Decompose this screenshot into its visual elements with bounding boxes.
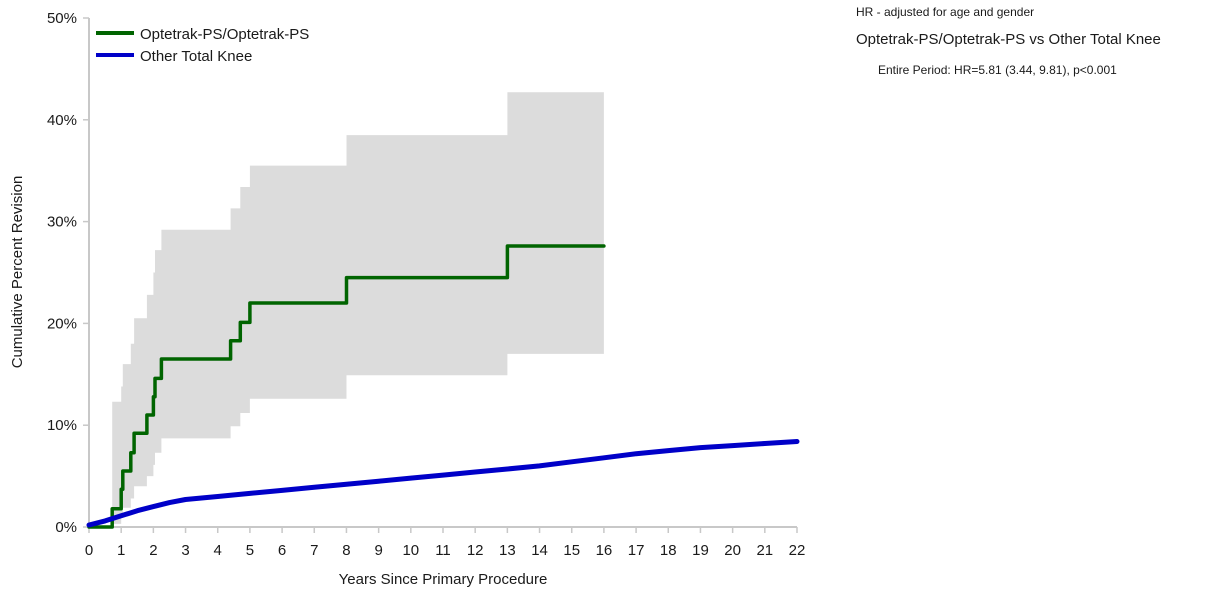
x-tick-label: 19	[692, 542, 709, 559]
x-tick-label: 8	[342, 542, 350, 559]
y-tick-label: 50%	[47, 10, 77, 27]
x-tick-label: 2	[149, 542, 157, 559]
x-tick-label: 22	[789, 542, 806, 559]
legend-label-optetrak: Optetrak-PS/Optetrak-PS	[140, 26, 309, 43]
x-tick-label: 10	[402, 542, 419, 559]
x-tick-label: 13	[499, 542, 516, 559]
y-tick-label: 30%	[47, 214, 77, 231]
x-tick-label: 7	[310, 542, 318, 559]
x-tick-label: 1	[117, 542, 125, 559]
x-tick-label: 4	[214, 542, 222, 559]
comparison-title: Optetrak-PS/Optetrak-PS vs Other Total K…	[856, 31, 1161, 48]
y-tick-label: 40%	[47, 112, 77, 129]
x-tick-label: 21	[756, 542, 773, 559]
y-axis-title: Cumulative Percent Revision	[9, 176, 26, 369]
x-tick-label: 9	[374, 542, 382, 559]
x-tick-label: 11	[435, 542, 451, 559]
x-tick-label: 20	[724, 542, 741, 559]
y-tick-label: 20%	[47, 315, 77, 332]
x-tick-label: 16	[596, 542, 613, 559]
x-tick-label: 0	[85, 542, 93, 559]
confidence-band-layer	[89, 92, 604, 528]
x-tick-label: 3	[181, 542, 189, 559]
x-axis-title: Years Since Primary Procedure	[339, 571, 548, 588]
x-tick-label: 5	[246, 542, 254, 559]
x-tick-label: 15	[563, 542, 580, 559]
entire-period-stat: Entire Period: HR=5.81 (3.44, 9.81), p<0…	[878, 63, 1117, 77]
y-tick-label: 10%	[47, 417, 77, 434]
x-tick-label: 12	[467, 542, 484, 559]
x-tick-label: 18	[660, 542, 677, 559]
x-tick-label: 17	[628, 542, 645, 559]
hr-adjustment-note: HR - adjusted for age and gender	[856, 5, 1035, 19]
series-layer	[86, 244, 800, 529]
legend: Optetrak-PS/Optetrak-PS Other Total Knee	[96, 26, 309, 65]
x-tick-label: 6	[278, 542, 286, 559]
x-tick-label: 14	[531, 542, 548, 559]
series-line-optetrak	[87, 244, 606, 529]
legend-label-other: Other Total Knee	[140, 48, 252, 65]
y-tick-label: 0%	[55, 519, 77, 536]
axis-layer: 0 1 2 3 4 5 6 7 8 9 10 11 12 13 14 15 16 17 18 19 20 21 220%10…	[47, 10, 805, 559]
confidence-band-optetrak	[89, 92, 604, 528]
series-line-other	[86, 439, 800, 528]
